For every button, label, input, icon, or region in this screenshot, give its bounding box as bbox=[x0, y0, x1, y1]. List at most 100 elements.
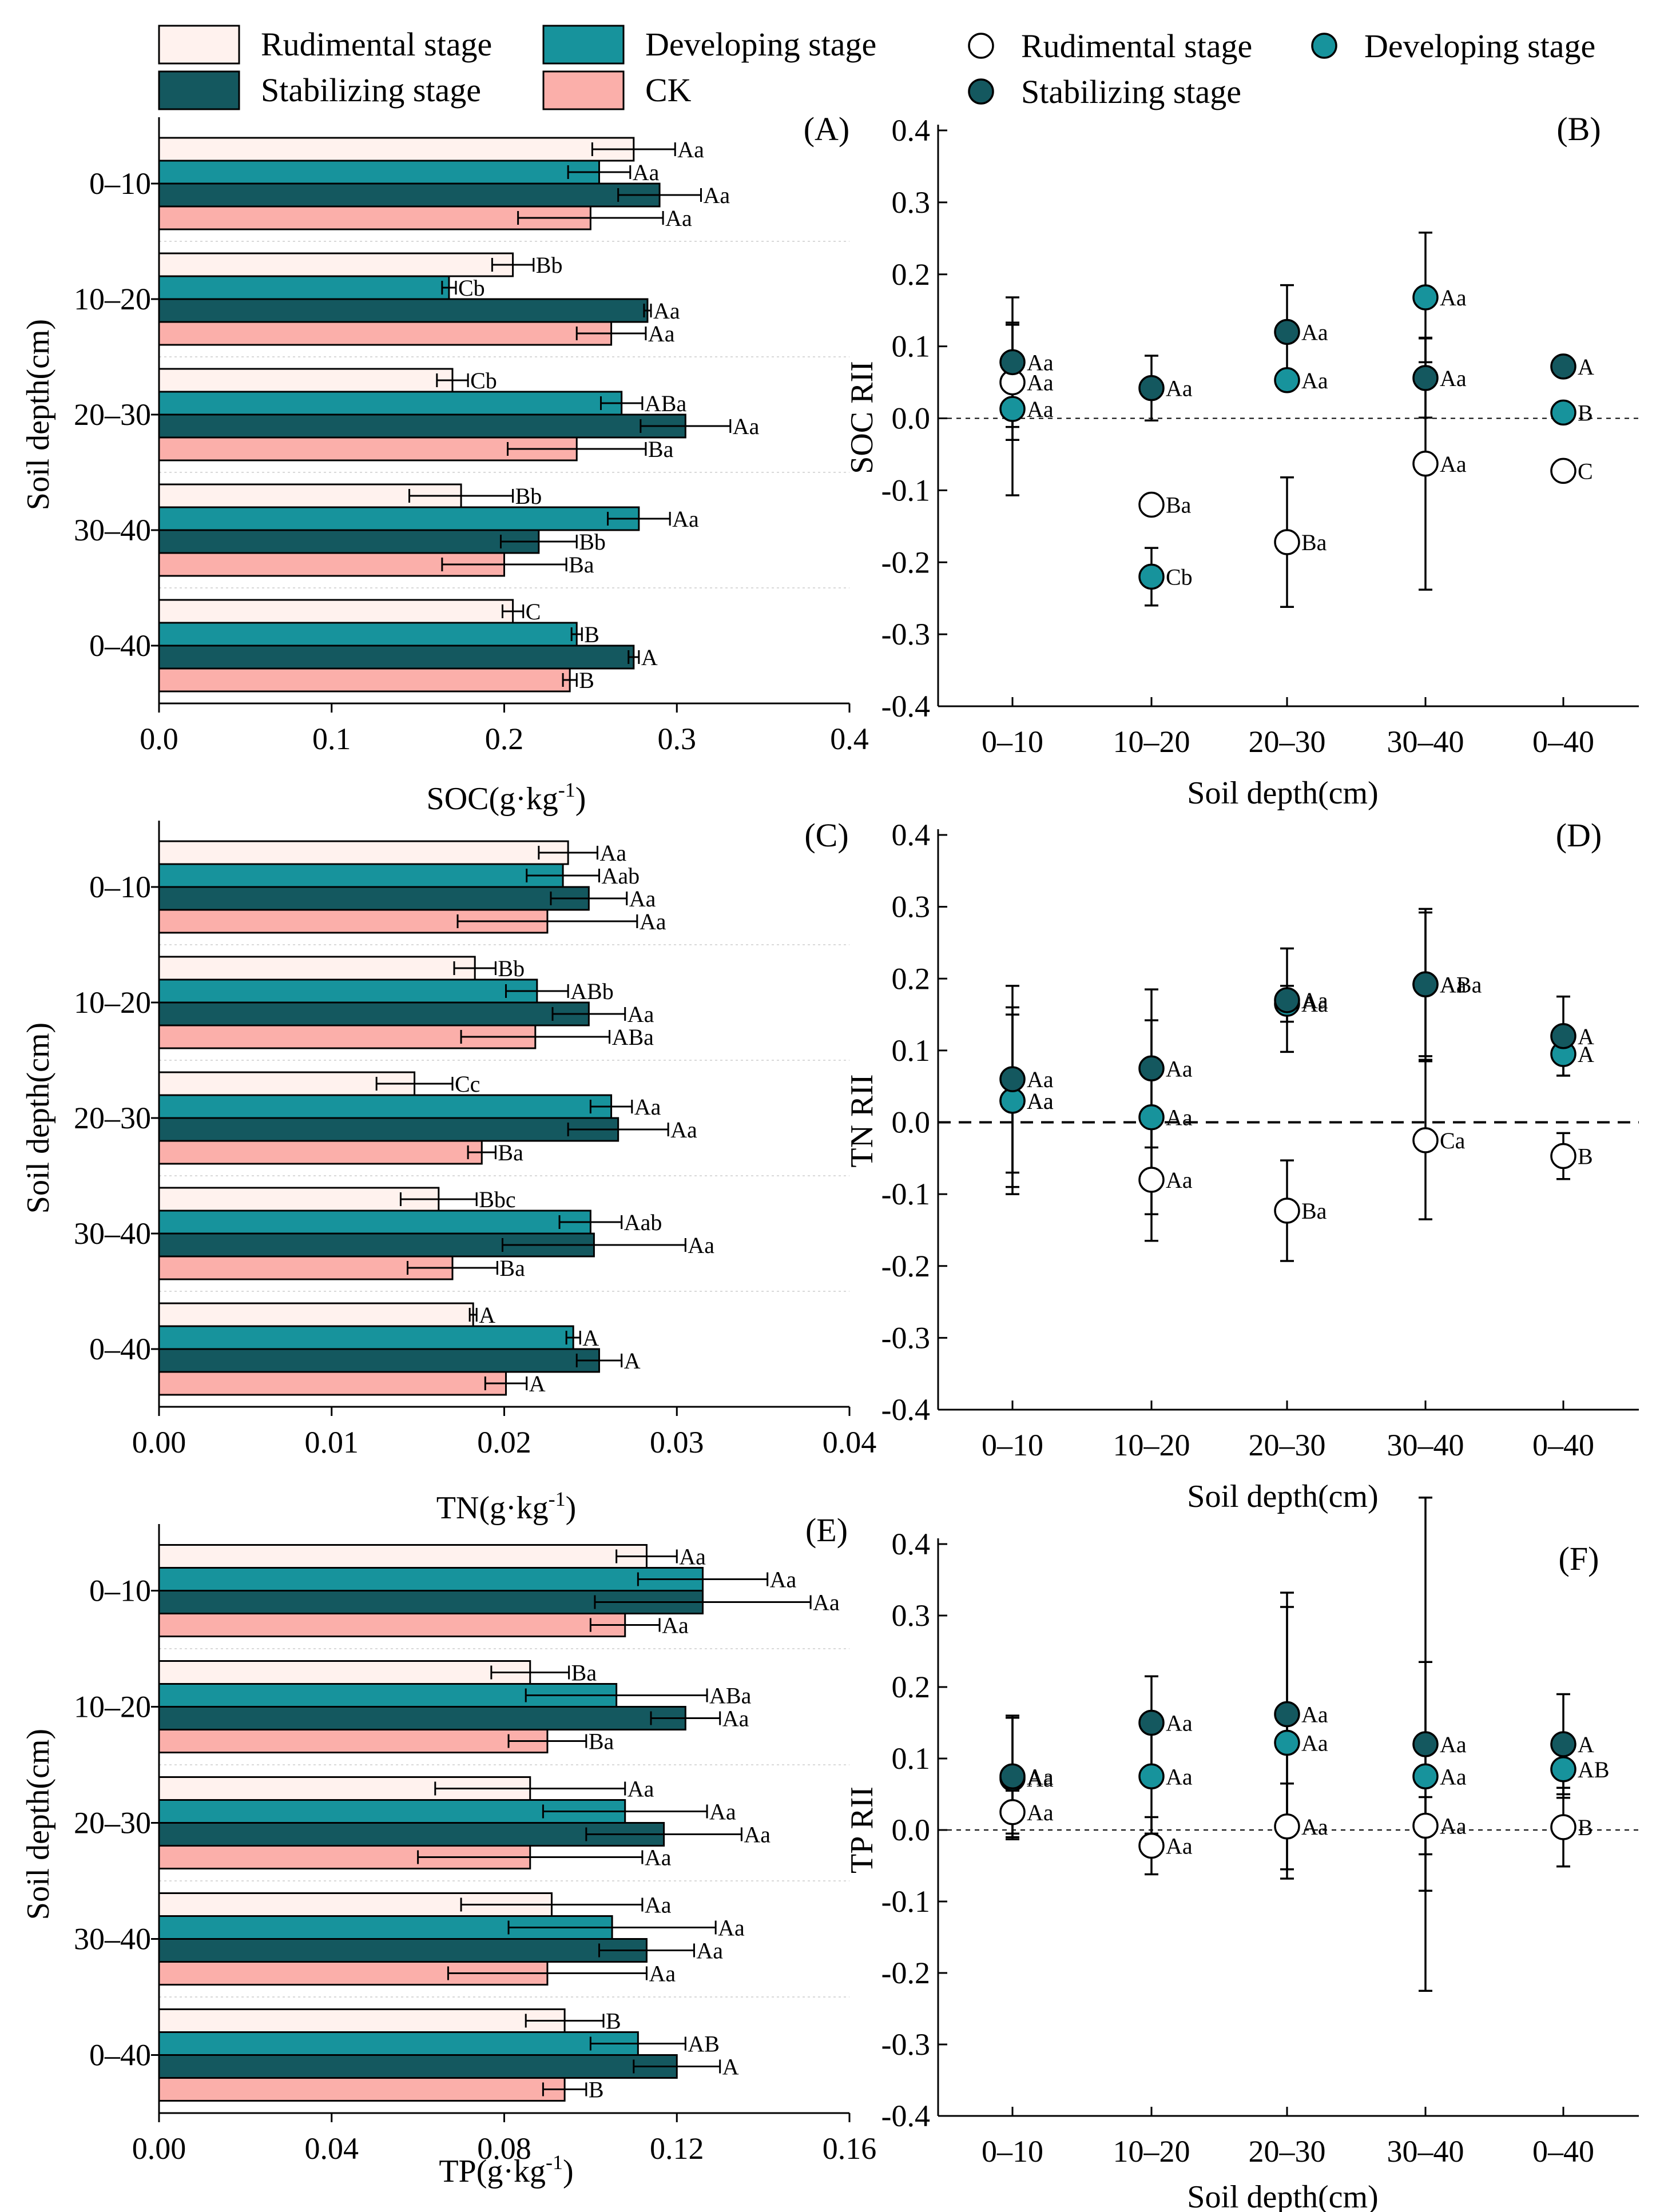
significance-label-rudimental: C bbox=[526, 599, 541, 624]
significance-label-ck: B bbox=[589, 2077, 604, 2103]
panel-label: (F) bbox=[1559, 1540, 1599, 1577]
significance-label-stabilizing: Aa bbox=[628, 1001, 654, 1027]
x-tick-label: 10–20 bbox=[1113, 1428, 1190, 1462]
bar-stabilizing bbox=[158, 1348, 600, 1373]
significance-label-developing: Aa bbox=[770, 1567, 797, 1593]
significance-label-rudimental: Aa bbox=[645, 1892, 672, 1918]
significance-label-developing: ABa bbox=[709, 1683, 752, 1709]
point-developing bbox=[1550, 1756, 1576, 1783]
y-tick-label: -0.4 bbox=[881, 2099, 930, 2133]
x-tick-label: 30–40 bbox=[1387, 725, 1464, 759]
bar-developing bbox=[158, 1567, 704, 1592]
x-tick-label: 0.03 bbox=[650, 1425, 704, 1459]
y-tick-label: -0.4 bbox=[881, 1393, 930, 1427]
bar-rudimental bbox=[158, 1544, 648, 1569]
point-stabilizing bbox=[999, 1066, 1026, 1092]
point-rudimental bbox=[1550, 1814, 1576, 1840]
panel-label: (B) bbox=[1556, 110, 1601, 148]
y-tick-label: 0.4 bbox=[892, 1527, 931, 1561]
significance-label-developing: Aa bbox=[1301, 1730, 1328, 1756]
x-axis-title-close: ) bbox=[563, 2154, 574, 2189]
significance-label-developing: Cb bbox=[458, 275, 485, 301]
category-tick-label: 0–10 bbox=[89, 870, 151, 904]
x-axis-title: SOC(g·kg-1) bbox=[427, 778, 586, 817]
x-axis-title: Soil depth(cm) bbox=[1187, 2179, 1378, 2212]
significance-label-stabilizing: Aa bbox=[696, 1938, 723, 1964]
significance-label-stabilizing: Aa bbox=[1301, 319, 1328, 345]
x-tick-label: 0–10 bbox=[982, 2134, 1043, 2169]
y-tick-label: 0.2 bbox=[892, 257, 931, 292]
significance-label-developing: Aa bbox=[1166, 1105, 1193, 1131]
significance-label-stabilizing: Aa bbox=[1027, 1764, 1054, 1789]
bar-rudimental bbox=[158, 1660, 531, 1685]
significance-label-ck: Aa bbox=[648, 321, 675, 347]
bar-rudimental bbox=[158, 1302, 474, 1327]
point-developing bbox=[999, 396, 1026, 422]
significance-label-developing: Aa bbox=[672, 506, 699, 532]
category-tick-label: 30–40 bbox=[74, 1216, 151, 1251]
bar-developing bbox=[158, 622, 578, 647]
point-rudimental bbox=[1274, 529, 1300, 555]
y-axis-title: Soil depth(cm) bbox=[21, 319, 56, 510]
significance-label-developing: Aa bbox=[718, 1915, 745, 1941]
x-axis-title: TP(g·kg-1) bbox=[439, 2151, 573, 2189]
point-rudimental bbox=[1138, 491, 1165, 518]
x-axis-title: Soil depth(cm) bbox=[1187, 775, 1378, 811]
legend-label-developing: Developing stage bbox=[645, 26, 876, 63]
category-tick-label: 10–20 bbox=[74, 1690, 151, 1724]
point-developing bbox=[999, 1088, 1026, 1114]
bar-stabilizing bbox=[158, 644, 635, 670]
bar-rudimental bbox=[158, 2008, 566, 2033]
bar-developing bbox=[158, 275, 450, 300]
significance-label-developing: Aa bbox=[1440, 1764, 1467, 1789]
bar-developing bbox=[158, 1094, 613, 1119]
significance-label-rudimental: Aa bbox=[677, 137, 704, 162]
significance-label-ck: B bbox=[579, 667, 594, 693]
x-tick-label: 0–10 bbox=[982, 1428, 1043, 1462]
significance-label-rudimental: Aa bbox=[1166, 1167, 1193, 1193]
significance-label-rudimental: Aa bbox=[599, 840, 626, 866]
y-axis-title: TP RII bbox=[844, 1787, 880, 1873]
significance-label-developing: Aa bbox=[1301, 991, 1328, 1017]
significance-label-stabilizing: Aa bbox=[1027, 1067, 1054, 1092]
significance-label-developing: B bbox=[1578, 400, 1593, 425]
significance-label-rudimental: Bbc bbox=[479, 1187, 515, 1212]
significance-label-rudimental: B bbox=[1578, 1815, 1593, 1840]
significance-label-stabilizing: A bbox=[722, 2054, 739, 2080]
significance-label-rudimental: Bb bbox=[536, 252, 563, 278]
bar-ck bbox=[158, 1729, 549, 1753]
legend-swatch-stabilizing bbox=[158, 70, 240, 110]
legend-swatch-developing bbox=[542, 25, 625, 65]
significance-label-rudimental: Ba bbox=[1166, 492, 1192, 518]
point-developing bbox=[1274, 1729, 1300, 1756]
legend-label-ck: CK bbox=[645, 71, 692, 109]
x-tick-label: 0.16 bbox=[823, 2131, 877, 2166]
point-developing bbox=[1138, 1763, 1165, 1789]
x-tick-label: 0.2 bbox=[485, 722, 524, 756]
point-stabilizing bbox=[1412, 1731, 1439, 1757]
bar-panel-1: AaAabAaAa0–10BbABbAaABa10–20CcAaAaBa20–3… bbox=[21, 817, 876, 1526]
category-tick-label: 0–40 bbox=[89, 1332, 151, 1366]
significance-label-rudimental: Aa bbox=[628, 1776, 654, 1802]
significance-label-stabilizing: A bbox=[641, 644, 658, 670]
significance-label-stabilizing: Aa bbox=[653, 298, 680, 324]
significance-label-developing: Aa bbox=[633, 160, 660, 185]
point-rudimental bbox=[1550, 457, 1576, 484]
x-tick-label: 0.04 bbox=[823, 1425, 877, 1459]
significance-label-developing: Aa bbox=[1440, 285, 1467, 311]
significance-label-rudimental: Bb bbox=[515, 483, 542, 509]
significance-label-ck: Ba bbox=[569, 552, 594, 578]
point-developing bbox=[1412, 1763, 1439, 1789]
bar-ck bbox=[158, 1613, 626, 1637]
significance-label-stabilizing: Aa bbox=[1027, 349, 1054, 375]
point-stabilizing bbox=[1138, 375, 1165, 401]
significance-label-rudimental: A bbox=[479, 1302, 495, 1328]
category-tick-label: 20–30 bbox=[74, 1806, 151, 1840]
x-tick-label: 0.01 bbox=[305, 1425, 359, 1459]
x-tick-label: 0.3 bbox=[658, 722, 697, 756]
y-tick-label: 0.3 bbox=[892, 1598, 931, 1633]
bar-developing bbox=[158, 160, 600, 185]
point-stabilizing bbox=[999, 1763, 1026, 1789]
significance-label-stabilizing: Aa bbox=[1301, 1702, 1328, 1728]
